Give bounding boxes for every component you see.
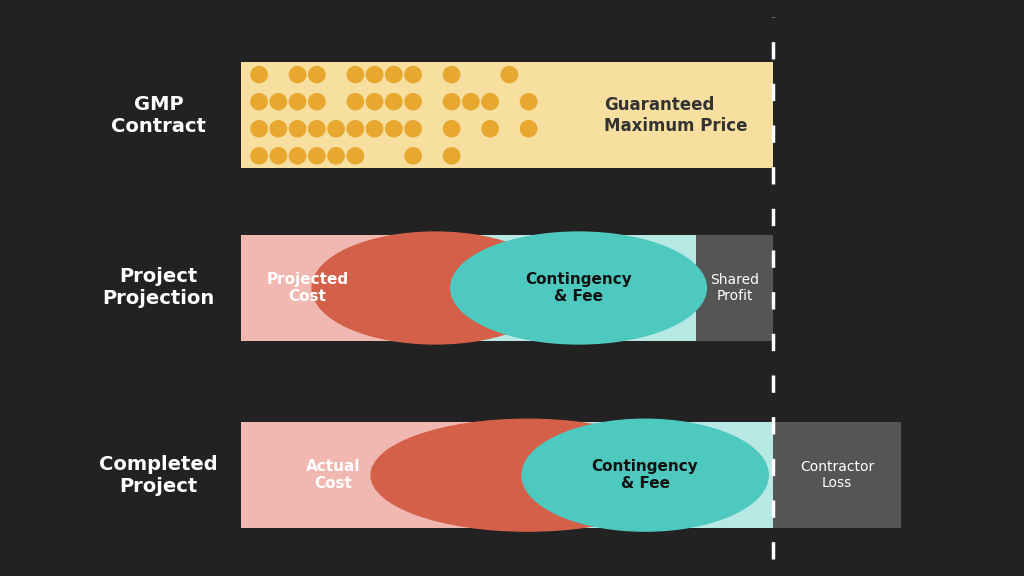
Text: Actual
Cost: Actual Cost bbox=[305, 459, 360, 491]
Ellipse shape bbox=[251, 93, 267, 110]
Ellipse shape bbox=[443, 120, 460, 137]
Text: Contingency
& Fee: Contingency & Fee bbox=[592, 459, 698, 491]
Ellipse shape bbox=[367, 120, 383, 137]
Ellipse shape bbox=[386, 93, 402, 110]
Ellipse shape bbox=[404, 93, 421, 110]
Ellipse shape bbox=[308, 93, 325, 110]
Ellipse shape bbox=[451, 232, 707, 344]
Ellipse shape bbox=[443, 147, 460, 164]
Ellipse shape bbox=[367, 93, 383, 110]
Ellipse shape bbox=[328, 147, 344, 164]
Ellipse shape bbox=[404, 120, 421, 137]
Ellipse shape bbox=[290, 66, 306, 83]
Ellipse shape bbox=[308, 147, 325, 164]
Text: Project
Projection: Project Projection bbox=[102, 267, 215, 309]
Text: Completed
Project: Completed Project bbox=[99, 454, 218, 496]
Text: Guaranteed
Maximum Price: Guaranteed Maximum Price bbox=[604, 96, 748, 135]
Text: GMP
Contract: GMP Contract bbox=[112, 94, 206, 136]
Ellipse shape bbox=[482, 120, 499, 137]
FancyBboxPatch shape bbox=[241, 62, 773, 169]
FancyBboxPatch shape bbox=[538, 422, 773, 529]
Ellipse shape bbox=[367, 66, 383, 83]
Ellipse shape bbox=[290, 120, 306, 137]
Ellipse shape bbox=[270, 120, 287, 137]
Ellipse shape bbox=[290, 93, 306, 110]
Ellipse shape bbox=[520, 93, 537, 110]
FancyBboxPatch shape bbox=[696, 235, 773, 341]
Ellipse shape bbox=[251, 147, 267, 164]
Ellipse shape bbox=[404, 147, 421, 164]
Text: Contingency
& Fee: Contingency & Fee bbox=[525, 272, 632, 304]
Ellipse shape bbox=[347, 147, 364, 164]
Ellipse shape bbox=[404, 66, 421, 83]
FancyBboxPatch shape bbox=[241, 422, 538, 529]
Ellipse shape bbox=[347, 66, 364, 83]
Ellipse shape bbox=[347, 93, 364, 110]
Ellipse shape bbox=[270, 93, 287, 110]
Ellipse shape bbox=[308, 120, 325, 137]
Ellipse shape bbox=[522, 419, 768, 531]
Ellipse shape bbox=[328, 120, 344, 137]
Ellipse shape bbox=[290, 147, 306, 164]
Ellipse shape bbox=[312, 232, 558, 344]
FancyBboxPatch shape bbox=[241, 235, 461, 341]
Ellipse shape bbox=[270, 147, 287, 164]
Ellipse shape bbox=[386, 120, 402, 137]
FancyBboxPatch shape bbox=[461, 235, 696, 341]
Ellipse shape bbox=[443, 93, 460, 110]
Ellipse shape bbox=[501, 66, 517, 83]
Ellipse shape bbox=[347, 120, 364, 137]
Ellipse shape bbox=[251, 120, 267, 137]
Ellipse shape bbox=[251, 66, 267, 83]
Ellipse shape bbox=[308, 66, 325, 83]
Text: Shared
Profit: Shared Profit bbox=[711, 273, 759, 303]
Ellipse shape bbox=[520, 120, 537, 137]
Text: Projected
Cost: Projected Cost bbox=[266, 272, 348, 304]
Ellipse shape bbox=[386, 66, 402, 83]
Ellipse shape bbox=[463, 93, 479, 110]
Text: Contractor
Loss: Contractor Loss bbox=[800, 460, 874, 490]
FancyBboxPatch shape bbox=[773, 422, 901, 529]
Ellipse shape bbox=[482, 93, 499, 110]
Ellipse shape bbox=[371, 419, 684, 531]
Ellipse shape bbox=[443, 66, 460, 83]
